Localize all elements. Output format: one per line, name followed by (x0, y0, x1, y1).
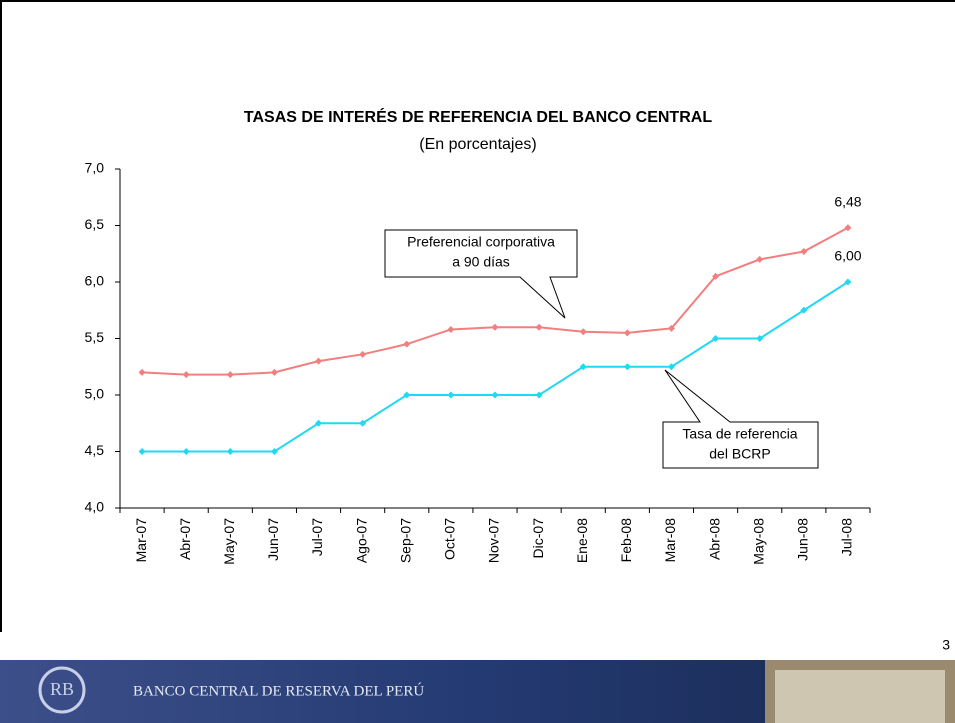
x-tick-label: Sep-07 (397, 518, 413, 563)
y-tick-label: 4,0 (85, 499, 105, 515)
data-point (844, 224, 852, 232)
callout-text: Preferencial corporativa (407, 234, 555, 250)
data-point (756, 255, 764, 263)
data-point (712, 272, 720, 280)
callout-text: a 90 días (452, 254, 510, 270)
data-point (447, 391, 455, 399)
y-tick-label: 5,0 (85, 386, 105, 402)
callout-text: Tasa de referencia (682, 426, 797, 442)
data-point (182, 371, 190, 379)
data-point (623, 363, 631, 371)
plot: 4,0 4,5 5,0 5,5 6,0 6,5 7,0 Mar-07 Abr-07 May-07 J… (85, 160, 871, 565)
x-tick-label: Oct-07 (442, 518, 458, 560)
data-point (535, 391, 543, 399)
chart-subtitle: (En porcentajes) (419, 136, 536, 153)
data-point (491, 391, 499, 399)
data-point (403, 340, 411, 348)
y-tick-label: 7,0 (85, 160, 105, 176)
x-tick-label: Abr-07 (177, 518, 193, 560)
data-point (623, 329, 631, 337)
page-number: 3 (942, 637, 950, 653)
data-point (535, 323, 543, 331)
x-tick-label: Jul-08 (839, 518, 855, 556)
x-tick-label: May-07 (221, 518, 237, 565)
data-point (800, 247, 808, 255)
data-point (844, 278, 852, 286)
data-point (315, 357, 323, 365)
data-point (315, 419, 323, 427)
x-tick-label: May-08 (750, 518, 766, 565)
footer-photo (775, 670, 945, 723)
data-point (403, 391, 411, 399)
y-tick-label: 6,5 (85, 216, 105, 232)
data-point (447, 325, 455, 333)
data-point (138, 368, 146, 376)
x-tick-label: Nov-07 (486, 518, 502, 563)
x-tick-label: Ene-08 (574, 518, 590, 563)
data-point (800, 306, 808, 314)
y-tick-label: 4,5 (85, 442, 105, 458)
y-tick-label: 5,5 (85, 329, 105, 345)
x-tick-label: Jul-07 (309, 518, 325, 556)
x-tick-label: Jun-07 (265, 518, 281, 561)
callout-text: del BCRP (709, 446, 770, 462)
data-point (226, 371, 234, 379)
footer-institution: BANCO CENTRAL DE RESERVA DEL PERÚ (133, 682, 424, 699)
data-point (756, 335, 764, 342)
data-point (182, 448, 190, 455)
data-point (667, 363, 675, 371)
data-label: 6,00 (834, 248, 861, 264)
data-point (491, 323, 499, 331)
data-point (270, 448, 278, 455)
x-tick-label: Dic-07 (530, 518, 546, 559)
x-tick-label: Abr-08 (706, 518, 722, 560)
data-point (270, 368, 278, 376)
callout-box (662, 369, 819, 469)
data-point (226, 448, 234, 455)
y-tick-label: 6,0 (85, 273, 105, 289)
x-tick-label: Feb-08 (618, 518, 634, 563)
callout-box (384, 229, 578, 319)
data-point (579, 363, 587, 371)
data-point (579, 328, 587, 336)
logo: RB (50, 679, 74, 699)
data-point (359, 419, 367, 427)
x-tick-label: Mar-08 (662, 518, 678, 563)
logo (38, 666, 86, 714)
x-tick-label: Mar-07 (133, 518, 149, 563)
data-point (712, 335, 720, 342)
chart-title: TASAS DE INTERÉS DE REFERENCIA DEL BANCO… (244, 107, 712, 126)
x-tick-label: Ago-07 (353, 518, 369, 563)
data-label: 6,48 (834, 193, 861, 209)
x-tick-label: Jun-08 (795, 518, 811, 561)
data-point (138, 448, 146, 455)
data-point (359, 350, 367, 358)
data-point (667, 324, 675, 332)
